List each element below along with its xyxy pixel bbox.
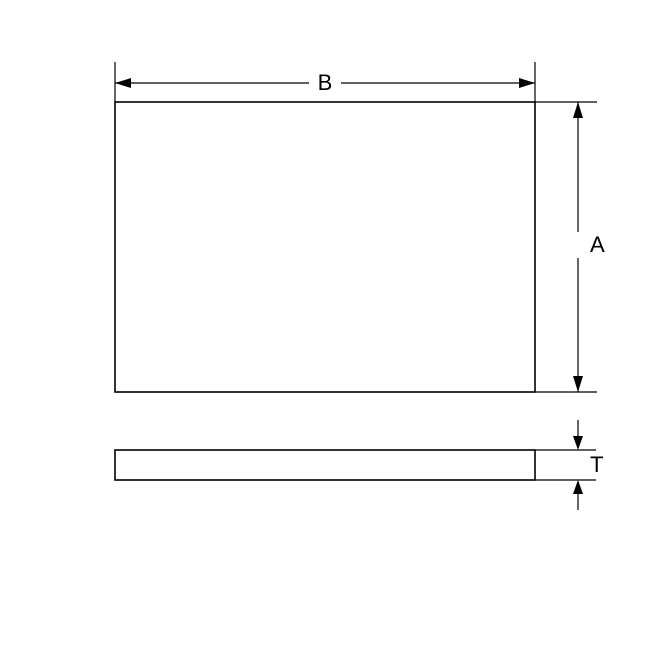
dim-a-arrow-top: [573, 102, 583, 118]
dim-b-label: B: [318, 70, 333, 95]
dim-b-arrow-left: [115, 78, 131, 88]
dim-t-arrow-bottom: [573, 480, 583, 494]
plan-view-rect: [115, 102, 535, 392]
dim-a-label: A: [590, 232, 605, 257]
dimensioned-plate-diagram: B A T: [0, 0, 670, 670]
side-view-rect: [115, 450, 535, 480]
dim-a-arrow-bottom: [573, 376, 583, 392]
dim-t-label: T: [590, 452, 603, 477]
dim-t-arrow-top: [573, 436, 583, 450]
dim-b-arrow-right: [519, 78, 535, 88]
